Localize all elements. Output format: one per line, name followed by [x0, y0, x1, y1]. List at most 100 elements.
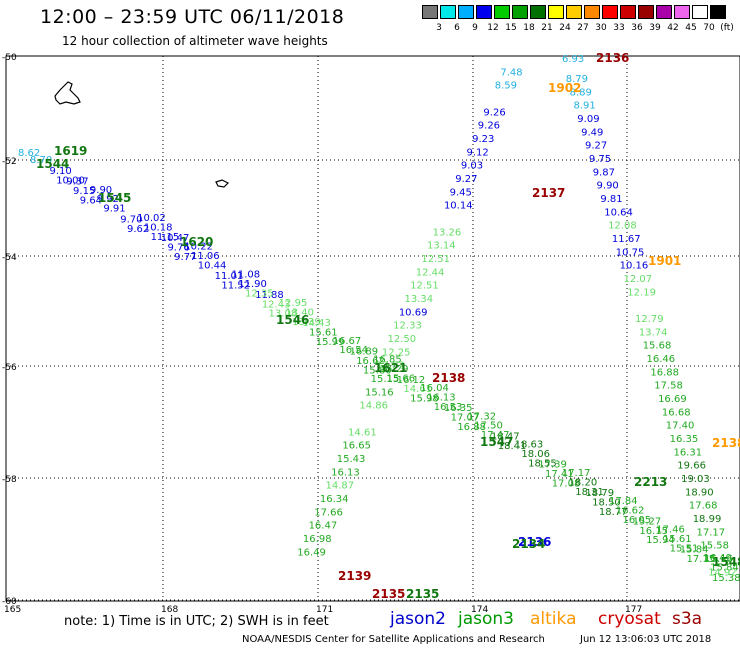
legend-label: 33 [613, 23, 625, 33]
swh-label: 10.02 [137, 213, 166, 224]
legend-swatch [674, 5, 690, 19]
swh-label: 2137 [532, 186, 565, 200]
generation-timestamp: Jun 12 13:06:03 UTC 2018 [580, 634, 712, 645]
swh-label: 17.39 [538, 460, 567, 471]
swh-label: 14.61 [348, 427, 377, 438]
swh-label: 9.70 [120, 214, 142, 225]
legend-swatch [458, 5, 474, 19]
swh-label: 12.51 [410, 281, 439, 292]
swh-label: 9.37 [66, 177, 88, 188]
swh-label: 9.62 [127, 224, 149, 235]
swh-label: 14.92 [708, 567, 737, 578]
swh-label: 1548 [712, 555, 740, 569]
swh-label: 2135 [406, 587, 439, 601]
legend-swatch [638, 5, 654, 19]
swh-label: 13.08 [269, 309, 298, 320]
swh-label: 9.26 [483, 107, 505, 118]
swh-label: 10.16 [620, 261, 649, 272]
longitude-label: 177 [625, 605, 642, 615]
mission-s3a: s3a [672, 609, 703, 629]
swh-label: 14.61 [403, 384, 432, 395]
swh-label: 17.17 [697, 527, 726, 538]
legend-swatch [548, 5, 564, 19]
swh-label: 14.43 [302, 318, 331, 329]
swh-label: 16.35 [444, 403, 473, 414]
swh-label: 11.08 [231, 270, 260, 281]
swh-label: 12.51 [421, 254, 450, 265]
legend-swatch [710, 5, 726, 19]
legend-label: 3 [436, 23, 442, 33]
swh-label: 12.33 [393, 321, 422, 332]
longitude-label: 168 [161, 605, 178, 615]
swh-label: 16.88 [457, 422, 486, 433]
swh-label: 17.66 [314, 507, 343, 518]
swh-label: 15.51 [670, 543, 699, 554]
swh-label: 14.86 [359, 401, 388, 412]
swh-label: 16.47 [309, 521, 338, 532]
swh-label: 16.69 [658, 394, 687, 405]
swh-label: 15.80 [363, 365, 392, 376]
legend-swatch [512, 5, 528, 19]
swh-label: 1547 [480, 435, 513, 449]
swh-label: 12.50 [388, 334, 417, 345]
swh-label: 8.79 [566, 74, 588, 85]
legend-swatch [566, 5, 582, 19]
swh-label: 15.43 [337, 454, 366, 465]
swh-label: 15.99 [316, 337, 345, 348]
swh-label: 17.46 [656, 525, 685, 536]
swh-label: 16.15 [639, 526, 668, 537]
swh-label: 13.34 [404, 294, 433, 305]
longitude-label: 171 [316, 605, 333, 615]
swh-label: 17.47 [481, 430, 510, 441]
swh-label: 18.20 [569, 477, 598, 488]
swh-label: 18.79 [585, 488, 614, 499]
swh-label: 16.85 [373, 355, 402, 366]
swh-label: 2139 [338, 569, 371, 583]
swh-label: 9.10 [49, 166, 71, 177]
swh-label: 16.54 [339, 345, 368, 356]
swh-label: 17.41 [545, 469, 574, 480]
land-mass [54, 81, 230, 188]
swh-label: 9.26 [478, 121, 500, 132]
swh-label: 8.62 [18, 148, 40, 159]
swh-label: 18.99 [693, 514, 722, 525]
swh-label: 9.49 [581, 127, 603, 138]
legend-swatch [440, 5, 456, 19]
swh-label: 9.90 [597, 181, 619, 192]
legend-label: 6 [454, 23, 460, 33]
swh-label: 16.31 [673, 447, 702, 458]
swh-label: 10.69 [399, 307, 428, 318]
swh-label: 8.89 [570, 87, 592, 98]
swh-label: 17.32 [467, 411, 496, 422]
swh-label: 13.74 [639, 327, 668, 338]
swh-label: 14.87 [325, 481, 354, 492]
credit-line: NOAA/NESDIS Center for Satellite Applica… [242, 634, 545, 645]
legend-label: 42 [667, 23, 679, 33]
mission-cryosat: cryosat [598, 609, 661, 629]
legend-swatch [602, 5, 618, 19]
swh-label: 12.07 [623, 274, 652, 285]
swh-label: 16.65 [342, 441, 371, 452]
swh-label: 17.68 [689, 501, 718, 512]
swh-label: 2135 [372, 587, 405, 601]
swh-label: 18.90 [685, 487, 714, 498]
swh-label: 8.70 [30, 155, 52, 166]
swh-label: 2138 [432, 371, 465, 385]
swh-label: 17.07 [451, 413, 480, 424]
swh-label: 15.61 [663, 534, 692, 545]
latitude-label: -50 [2, 53, 17, 63]
swh-label: 11.06 [191, 251, 220, 262]
swh-label: 11.52 [221, 280, 250, 291]
swh-label: 11.90 [238, 279, 267, 290]
legend-label: 12 [487, 23, 499, 33]
swh-label: 10.18 [144, 223, 173, 234]
swh-label: 12.35 [245, 289, 274, 300]
swh-label: 16.13 [427, 392, 456, 403]
legend-label: 15 [505, 23, 517, 33]
swh-label: 15.61 [309, 328, 338, 339]
swh-label: 10.64 [604, 207, 633, 218]
legend-label: 9 [472, 23, 478, 33]
swh-label: 16.68 [662, 407, 691, 418]
